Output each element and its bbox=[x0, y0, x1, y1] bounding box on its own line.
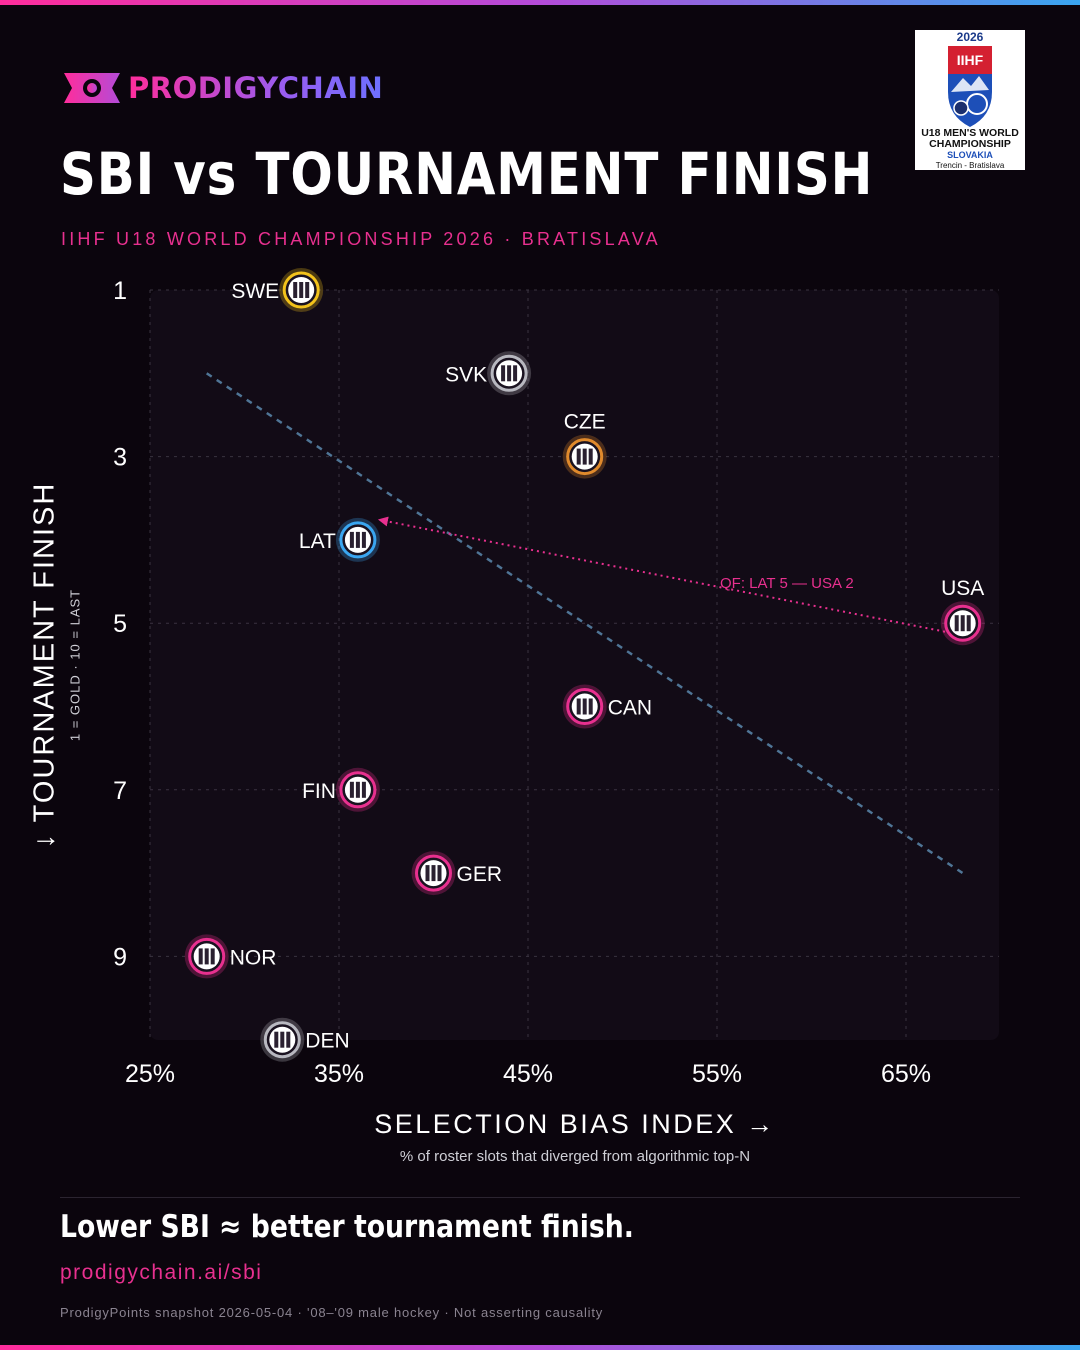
team-label-cze: CZE bbox=[564, 411, 606, 434]
jersey-stripe bbox=[960, 615, 965, 632]
jersey-stripe bbox=[204, 948, 209, 965]
badge-cities: Trencin - Bratislava bbox=[935, 161, 1005, 170]
jersey-stripe bbox=[513, 365, 518, 382]
jersey-stripe bbox=[198, 948, 203, 965]
x-tick-label: 45% bbox=[503, 1060, 553, 1088]
brand-name: PRODIGYCHAIN bbox=[128, 71, 384, 105]
jersey-stripe bbox=[355, 531, 360, 548]
brand-logo[interactable]: PRODIGYCHAIN bbox=[62, 70, 383, 106]
x-tick-label: 25% bbox=[125, 1060, 175, 1088]
team-point-den: DEN bbox=[260, 1017, 350, 1062]
team-label-swe: SWE bbox=[231, 280, 279, 303]
footer-divider bbox=[60, 1197, 1020, 1198]
x-tick-label: 65% bbox=[881, 1060, 931, 1088]
source-link[interactable]: prodigychain.ai/sbi bbox=[60, 1261, 263, 1284]
jersey-stripe bbox=[349, 531, 354, 548]
jersey-stripe bbox=[501, 365, 506, 382]
jersey-stripe bbox=[210, 948, 215, 965]
jersey-stripe bbox=[954, 615, 959, 632]
jersey-stripe bbox=[349, 781, 354, 798]
team-label-can: CAN bbox=[608, 697, 652, 720]
chain-link-icon bbox=[64, 73, 120, 103]
jersey-stripe bbox=[274, 1031, 279, 1048]
team-point-lat: LAT bbox=[299, 517, 380, 562]
team-point-ger: GER bbox=[411, 851, 503, 896]
chart-subtitle: IIHF U18 WORLD CHAMPIONSHIP 2026 · BRATI… bbox=[61, 229, 661, 249]
badge-org: IIHF bbox=[957, 52, 984, 68]
team-label-nor: NOR bbox=[230, 946, 277, 969]
team-point-can: CAN bbox=[562, 684, 652, 729]
plot-area bbox=[150, 290, 999, 1040]
jersey-stripe bbox=[966, 615, 971, 632]
jersey-stripe bbox=[507, 365, 512, 382]
y-tick-label: 7 bbox=[113, 777, 127, 805]
team-label-usa: USA bbox=[941, 577, 984, 600]
jersey-stripe bbox=[431, 865, 436, 882]
team-label-svk: SVK bbox=[445, 363, 487, 386]
badge-country: SLOVAKIA bbox=[947, 150, 993, 160]
jersey-stripe bbox=[293, 282, 298, 298]
jersey-stripe bbox=[576, 448, 581, 465]
top-accent-bar bbox=[0, 0, 1080, 5]
tournament-badge: 2026 IIHF U18 MEN'S WORLD CHAMPIONSHIP S… bbox=[915, 30, 1025, 170]
jersey-stripe bbox=[576, 698, 581, 715]
jersey-stripe bbox=[588, 448, 593, 465]
team-label-ger: GER bbox=[457, 863, 503, 886]
jersey-stripe bbox=[361, 781, 366, 798]
iihf-shield-icon: IIHF bbox=[948, 46, 992, 127]
footnote: ProdigyPoints snapshot 2026-05-04 · '08–… bbox=[60, 1305, 604, 1320]
takeaway-text: Lower SBI ≈ better tournament finish. bbox=[60, 1209, 634, 1245]
jersey-stripe bbox=[425, 865, 430, 882]
jersey-stripe bbox=[588, 698, 593, 715]
y-tick-label: 3 bbox=[113, 444, 127, 472]
jersey-stripe bbox=[437, 865, 442, 882]
y-tick-label: 9 bbox=[113, 943, 127, 971]
y-axis-sublabel: 1 = GOLD · 10 = LAST bbox=[67, 588, 83, 742]
badge-year: 2026 bbox=[956, 30, 984, 44]
badge-event: U18 MEN'S WORLD CHAMPIONSHIP bbox=[921, 127, 1019, 150]
y-axis-label: ↓ TOURNAMENT FINISH bbox=[28, 481, 61, 849]
jersey-stripe bbox=[305, 282, 310, 298]
team-label-den: DEN bbox=[305, 1030, 349, 1053]
team-label-fin: FIN bbox=[302, 780, 336, 803]
y-tick-label: 5 bbox=[113, 610, 127, 638]
jersey-stripe bbox=[280, 1031, 285, 1048]
team-point-usa: USA bbox=[940, 577, 985, 646]
bottom-accent-bar bbox=[0, 1345, 1080, 1350]
y-tick-label: 1 bbox=[113, 277, 127, 305]
jersey-stripe bbox=[286, 1031, 291, 1048]
team-label-lat: LAT bbox=[299, 530, 336, 553]
x-tick-label: 35% bbox=[314, 1060, 364, 1088]
team-point-fin: FIN bbox=[302, 767, 380, 812]
jersey-stripe bbox=[361, 531, 366, 548]
chart-title: SBI vs TOURNAMENT FINISH bbox=[60, 140, 874, 208]
x-axis-label: SELECTION BIAS INDEX → bbox=[374, 1109, 776, 1139]
jersey-stripe bbox=[299, 282, 304, 298]
scatter-chart: 25% 35% 45% 55% 65% 1 3 5 7 9 QF: LAT 5 — USA 2 SWE… bbox=[113, 268, 999, 1088]
jersey-stripe bbox=[355, 781, 360, 798]
team-point-nor: NOR bbox=[184, 934, 277, 979]
x-axis-sublabel: % of roster slots that diverged from alg… bbox=[399, 1148, 751, 1165]
team-point-cze: CZE bbox=[562, 411, 607, 479]
jersey-stripe bbox=[582, 698, 587, 715]
jersey-stripe bbox=[582, 448, 587, 465]
team-point-svk: SVK bbox=[445, 351, 532, 396]
x-tick-label: 55% bbox=[692, 1060, 742, 1088]
team-point-swe: SWE bbox=[231, 268, 324, 312]
annotation-label: QF: LAT 5 — USA 2 bbox=[720, 575, 854, 592]
